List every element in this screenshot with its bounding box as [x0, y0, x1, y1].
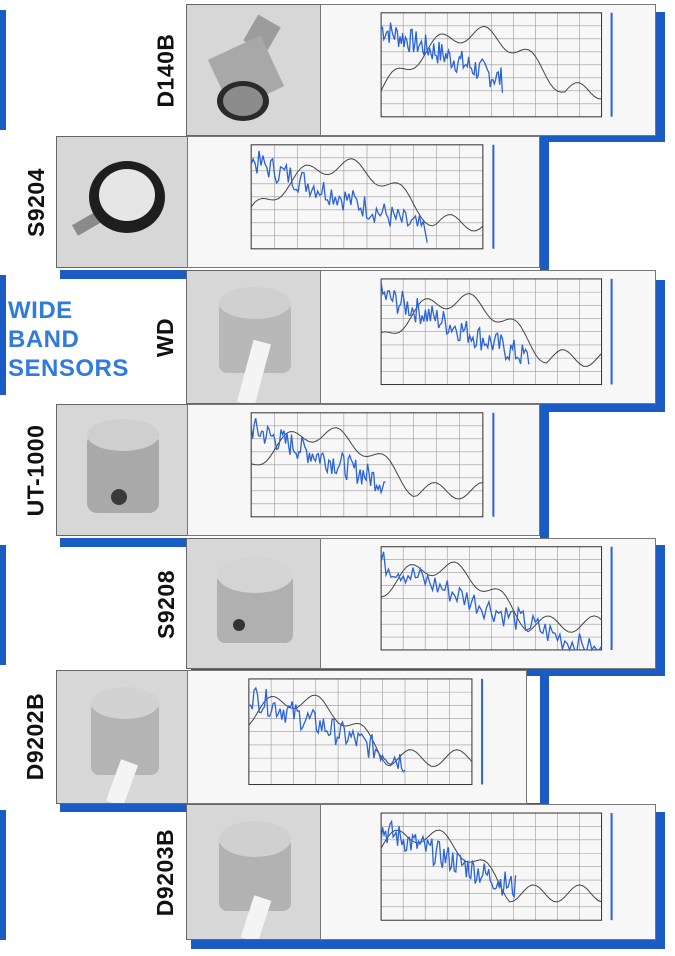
- graph-plot: [380, 812, 613, 921]
- sensor-label: D9203B: [152, 828, 179, 916]
- frequency-response-graph: [320, 538, 656, 669]
- frequency-response-graph: [320, 270, 656, 404]
- sensor-photo: [186, 538, 322, 669]
- heading-line-1: WIDE: [8, 297, 73, 324]
- wide-band-sensors-heading: WIDE BAND SENSORS: [8, 296, 129, 383]
- accent-strip-1: [0, 10, 6, 130]
- sensor-photo: [56, 136, 188, 268]
- sensor-label: UT-1000: [22, 424, 49, 516]
- graph-plot: [380, 278, 613, 386]
- sensor-photo: [186, 804, 322, 940]
- accent-strip-2: [0, 275, 6, 395]
- frequency-response-graph: [320, 804, 656, 940]
- sensor-label: S9204: [22, 167, 49, 237]
- frequency-response-graph: [187, 136, 540, 268]
- sensor-photo: [186, 270, 322, 404]
- heading-line-3: SENSORS: [8, 355, 129, 382]
- accent-strip-4: [0, 810, 6, 940]
- sensor-label: D9202B: [22, 692, 49, 780]
- graph-plot: [248, 678, 484, 786]
- sensor-photo: [186, 4, 322, 136]
- sensor-label: D140B: [152, 32, 179, 108]
- frequency-response-graph: [187, 404, 540, 536]
- accent-strip-3: [0, 545, 6, 665]
- sensor-label: S9208: [152, 569, 179, 639]
- graph-plot: [250, 412, 495, 518]
- frequency-response-graph: [320, 4, 656, 136]
- sensor-photo: [56, 670, 188, 804]
- sensor-label: WD: [152, 317, 179, 357]
- graph-plot: [380, 12, 613, 118]
- graph-plot: [250, 144, 495, 250]
- sensor-photo: [56, 404, 188, 536]
- graph-plot: [380, 546, 613, 652]
- heading-line-2: BAND: [8, 326, 80, 353]
- frequency-response-graph: [187, 670, 527, 804]
